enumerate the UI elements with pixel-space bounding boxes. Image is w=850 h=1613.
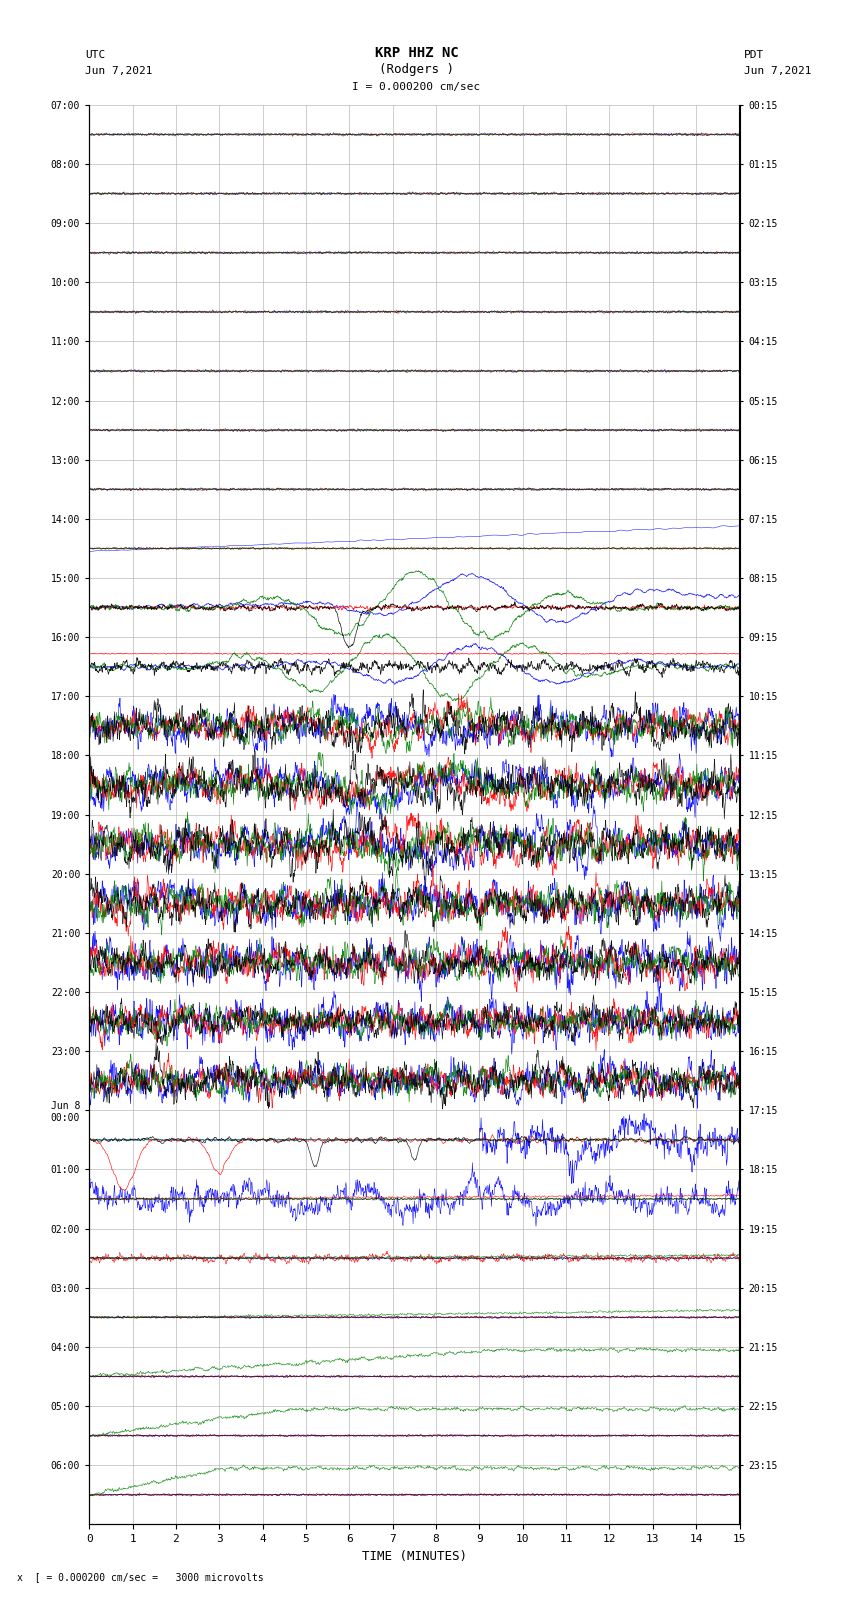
- Text: UTC: UTC: [85, 50, 105, 60]
- Text: x  [ = 0.000200 cm/sec =   3000 microvolts: x [ = 0.000200 cm/sec = 3000 microvolts: [17, 1573, 264, 1582]
- X-axis label: TIME (MINUTES): TIME (MINUTES): [362, 1550, 467, 1563]
- Text: (Rodgers ): (Rodgers ): [379, 63, 454, 76]
- Text: PDT: PDT: [744, 50, 764, 60]
- Text: Jun 7,2021: Jun 7,2021: [85, 66, 152, 76]
- Text: Jun 7,2021: Jun 7,2021: [744, 66, 811, 76]
- Text: KRP HHZ NC: KRP HHZ NC: [375, 45, 458, 60]
- Text: I = 0.000200 cm/sec: I = 0.000200 cm/sec: [353, 82, 480, 92]
